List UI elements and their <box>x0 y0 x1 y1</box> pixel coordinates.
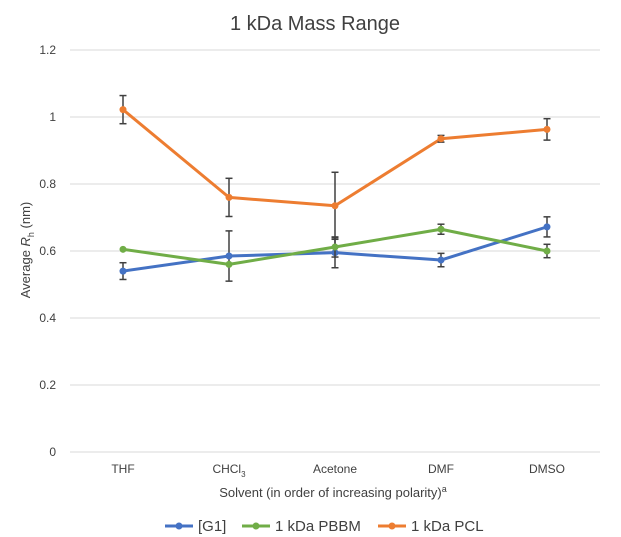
data-point <box>437 135 445 143</box>
chart-title: 1 kDa Mass Range <box>230 13 400 35</box>
legend: [G1] 1 kDa PBBM 1 kDa PCL <box>165 518 484 535</box>
x-tick-label: THF <box>111 462 134 476</box>
x-axis-ticks: THF CHCl3 Acetone DMF DMSO <box>111 462 565 479</box>
series-2 <box>119 94 551 241</box>
legend-label: 1 kDa PCL <box>411 518 484 535</box>
legend-label: 1 kDa PBBM <box>275 518 361 535</box>
data-point <box>331 202 339 210</box>
data-point <box>119 106 127 114</box>
y-tick-label: 0 <box>49 445 56 459</box>
x-tick-label: Acetone <box>313 462 357 476</box>
series-layer <box>119 94 551 282</box>
legend-marker <box>388 522 396 530</box>
x-tick-label: DMSO <box>529 462 565 476</box>
x-tick-label: CHCl3 <box>212 462 246 479</box>
data-point <box>119 245 127 253</box>
data-point <box>543 247 551 255</box>
legend-item: 1 kDa PBBM <box>242 518 361 535</box>
legend-marker <box>175 522 183 530</box>
data-point <box>437 256 445 264</box>
legend-item: [G1] <box>165 518 226 535</box>
data-point <box>225 260 233 268</box>
y-tick-label: 0.2 <box>39 378 56 392</box>
series-1 <box>119 223 551 268</box>
y-tick-label: 0.8 <box>39 177 56 191</box>
y-tick-label: 1 <box>49 110 56 124</box>
y-axis-label: Average Rh (nm) <box>18 202 36 299</box>
data-point <box>543 223 551 231</box>
data-point <box>437 225 445 233</box>
data-point <box>225 193 233 201</box>
y-tick-label: 1.2 <box>39 43 56 57</box>
data-point <box>119 267 127 275</box>
legend-label: [G1] <box>198 518 226 535</box>
data-point <box>543 125 551 133</box>
data-point <box>331 243 339 251</box>
y-axis-ticks: 0 0.2 0.4 0.6 0.8 1 1.2 <box>39 43 56 459</box>
x-axis-label: Solvent (in order of increasing polarity… <box>219 484 447 500</box>
y-tick-label: 0.6 <box>39 244 56 258</box>
legend-item: 1 kDa PCL <box>378 518 484 535</box>
x-tick-label: DMF <box>428 462 454 476</box>
data-point <box>225 252 233 260</box>
legend-marker <box>252 522 260 530</box>
y-tick-label: 0.4 <box>39 311 56 325</box>
